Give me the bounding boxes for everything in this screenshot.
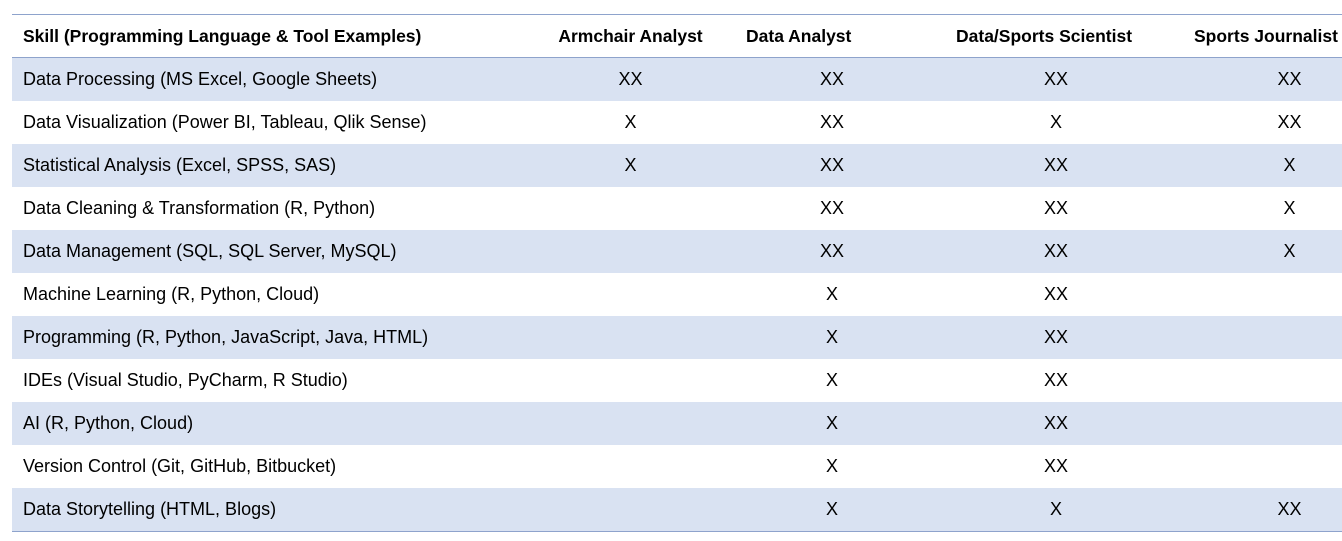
table-row: IDEs (Visual Studio, PyCharm, R Studio) …	[12, 359, 1342, 402]
armchair-cell: XX	[523, 57, 738, 101]
table-header: Skill (Programming Language & Tool Examp…	[12, 14, 1342, 58]
skills-table: Skill (Programming Language & Tool Examp…	[12, 14, 1342, 532]
journalist-cell	[1186, 445, 1342, 488]
armchair-cell	[523, 187, 738, 230]
table-row: Data Cleaning & Transformation (R, Pytho…	[12, 187, 1342, 230]
table-row: Data Storytelling (HTML, Blogs) X X XX	[12, 488, 1342, 532]
skill-cell: Programming (R, Python, JavaScript, Java…	[12, 316, 523, 359]
scientist-cell: XX	[926, 57, 1186, 101]
armchair-cell	[523, 273, 738, 316]
scientist-cell: X	[926, 488, 1186, 532]
armchair-cell	[523, 445, 738, 488]
table-row: Data Visualization (Power BI, Tableau, Q…	[12, 101, 1342, 144]
journalist-cell: XX	[1186, 57, 1342, 101]
scientist-cell: XX	[926, 273, 1186, 316]
data-analyst-cell: X	[738, 316, 926, 359]
skill-cell: Data Cleaning & Transformation (R, Pytho…	[12, 187, 523, 230]
header-data-sports-scientist: Data/Sports Scientist	[926, 14, 1186, 58]
armchair-cell: X	[523, 101, 738, 144]
armchair-cell	[523, 488, 738, 532]
journalist-cell: X	[1186, 144, 1342, 187]
header-row: Skill (Programming Language & Tool Examp…	[12, 14, 1342, 58]
armchair-cell	[523, 316, 738, 359]
scientist-cell: XX	[926, 187, 1186, 230]
data-analyst-cell: XX	[738, 101, 926, 144]
skills-table-container: Skill (Programming Language & Tool Examp…	[12, 14, 1342, 532]
journalist-cell: X	[1186, 187, 1342, 230]
header-data-analyst: Data Analyst	[738, 14, 926, 58]
scientist-cell: X	[926, 101, 1186, 144]
data-analyst-cell: XX	[738, 144, 926, 187]
skill-cell: Statistical Analysis (Excel, SPSS, SAS)	[12, 144, 523, 187]
armchair-cell	[523, 359, 738, 402]
table-row: Statistical Analysis (Excel, SPSS, SAS) …	[12, 144, 1342, 187]
skill-cell: Version Control (Git, GitHub, Bitbucket)	[12, 445, 523, 488]
header-skill: Skill (Programming Language & Tool Examp…	[12, 14, 523, 58]
journalist-cell: X	[1186, 230, 1342, 273]
table-row: Programming (R, Python, JavaScript, Java…	[12, 316, 1342, 359]
data-analyst-cell: XX	[738, 57, 926, 101]
journalist-cell	[1186, 316, 1342, 359]
scientist-cell: XX	[926, 316, 1186, 359]
data-analyst-cell: XX	[738, 230, 926, 273]
data-analyst-cell: X	[738, 488, 926, 532]
table-row: Machine Learning (R, Python, Cloud) X XX	[12, 273, 1342, 316]
journalist-cell	[1186, 273, 1342, 316]
scientist-cell: XX	[926, 144, 1186, 187]
skill-cell: IDEs (Visual Studio, PyCharm, R Studio)	[12, 359, 523, 402]
header-armchair-analyst: Armchair Analyst	[523, 14, 738, 58]
armchair-cell	[523, 402, 738, 445]
skill-cell: Data Processing (MS Excel, Google Sheets…	[12, 57, 523, 101]
table-row: Data Processing (MS Excel, Google Sheets…	[12, 57, 1342, 101]
skill-cell: Data Management (SQL, SQL Server, MySQL)	[12, 230, 523, 273]
table-row: Version Control (Git, GitHub, Bitbucket)…	[12, 445, 1342, 488]
data-analyst-cell: X	[738, 402, 926, 445]
scientist-cell: XX	[926, 230, 1186, 273]
journalist-cell	[1186, 359, 1342, 402]
data-analyst-cell: X	[738, 445, 926, 488]
data-analyst-cell: XX	[738, 187, 926, 230]
skill-cell: Data Storytelling (HTML, Blogs)	[12, 488, 523, 532]
journalist-cell: XX	[1186, 101, 1342, 144]
skill-cell: AI (R, Python, Cloud)	[12, 402, 523, 445]
table-row: AI (R, Python, Cloud) X XX	[12, 402, 1342, 445]
skill-cell: Data Visualization (Power BI, Tableau, Q…	[12, 101, 523, 144]
table-row: Data Management (SQL, SQL Server, MySQL)…	[12, 230, 1342, 273]
armchair-cell	[523, 230, 738, 273]
journalist-cell: XX	[1186, 488, 1342, 532]
table-body: Data Processing (MS Excel, Google Sheets…	[12, 57, 1342, 532]
scientist-cell: XX	[926, 359, 1186, 402]
data-analyst-cell: X	[738, 273, 926, 316]
scientist-cell: XX	[926, 445, 1186, 488]
journalist-cell	[1186, 402, 1342, 445]
armchair-cell: X	[523, 144, 738, 187]
scientist-cell: XX	[926, 402, 1186, 445]
data-analyst-cell: X	[738, 359, 926, 402]
header-sports-journalist: Sports Journalist	[1186, 14, 1342, 58]
skill-cell: Machine Learning (R, Python, Cloud)	[12, 273, 523, 316]
